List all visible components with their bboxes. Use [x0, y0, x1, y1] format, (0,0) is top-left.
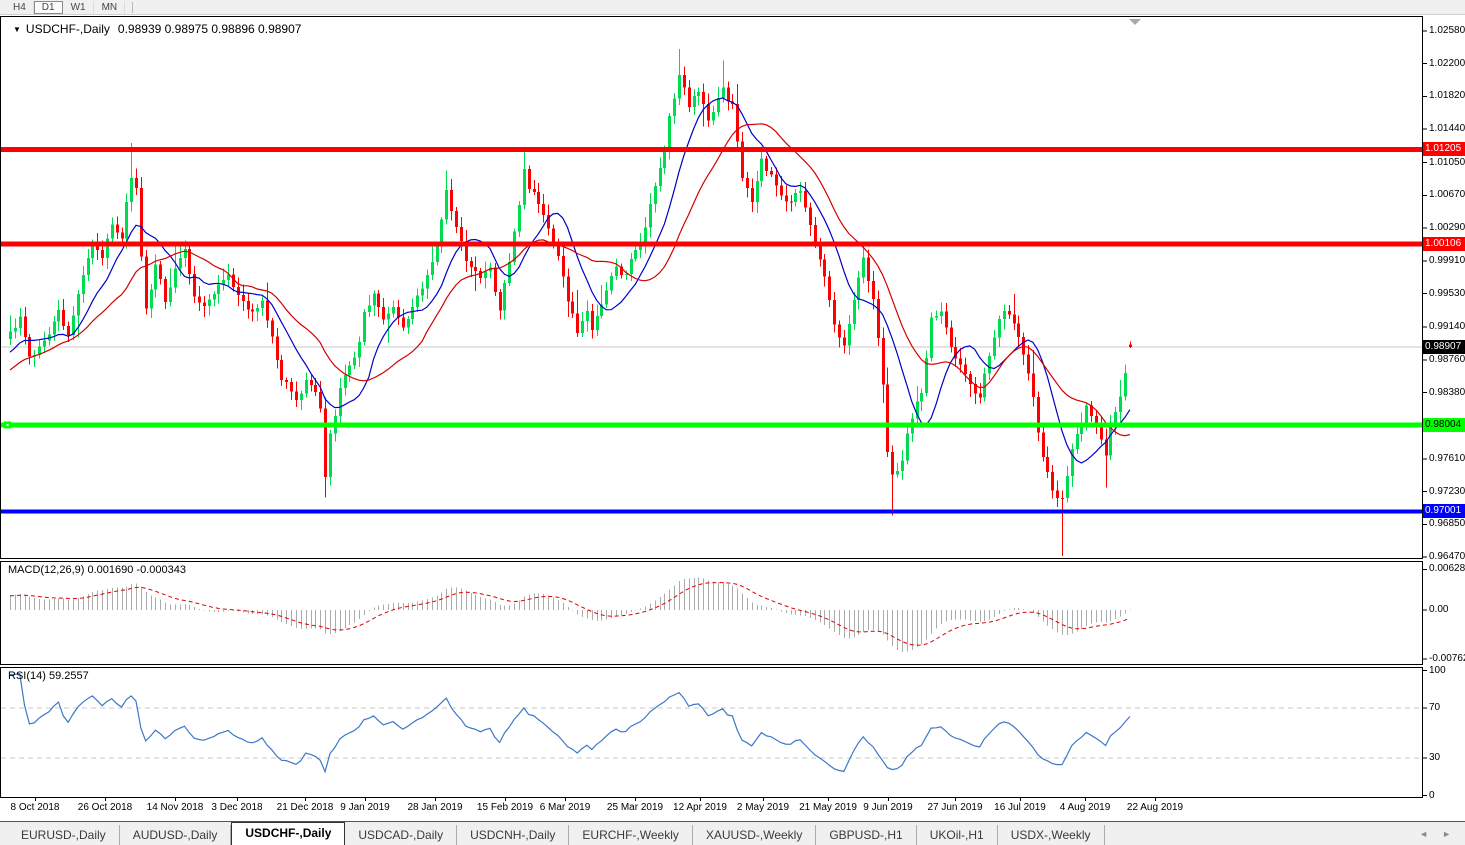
price-tick-label: 1.01820: [1429, 90, 1465, 102]
price-tick-label: 0.97230: [1429, 485, 1465, 497]
timeframe-button-D1[interactable]: D1: [33, 0, 63, 14]
panel-border: [0, 667, 1423, 798]
date-tick-label: 16 Jul 2019: [994, 802, 1046, 813]
date-tick-label: 15 Feb 2019: [476, 802, 534, 813]
date-tick-label: 28 Jan 2019: [407, 802, 463, 813]
panel-border: [0, 561, 1423, 665]
rsi-tick-label: 70: [1429, 702, 1441, 713]
current-price-tag: 0.98907: [1423, 340, 1465, 355]
date-tick-label: 21 May 2019: [799, 802, 857, 813]
timeframe-button-H4[interactable]: H4: [5, 0, 34, 14]
tabs-scroll-right-button[interactable]: ►: [1442, 828, 1451, 839]
tab-UKOil-H1[interactable]: UKOil-,H1: [917, 825, 998, 845]
date-tick-label: 9 Jan 2019: [340, 802, 390, 813]
price-tick-label: 1.00290: [1429, 222, 1465, 234]
date-tick-label: 4 Aug 2019: [1059, 802, 1111, 813]
date-tick-label: 27 Jun 2019: [927, 802, 983, 813]
price-tick-label: 0.97610: [1429, 452, 1465, 464]
ma-slow-line: [9, 123, 1131, 437]
macd-histogram: [10, 577, 1131, 652]
date-tick-label: 8 Oct 2018: [10, 802, 60, 813]
macd-panel[interactable]: [0, 561, 1423, 665]
macd-signal-line: [9, 582, 1131, 646]
tabs-scroll-left-button[interactable]: ◄: [1419, 828, 1429, 839]
rsi-tick-label: 0: [1429, 789, 1435, 801]
timeframe-button-MN[interactable]: MN: [94, 0, 126, 14]
rsi-line: [9, 672, 1131, 774]
price-level-tag: 1.01205: [1423, 142, 1465, 157]
date-tick-label: 3 Dec 2018: [211, 802, 263, 813]
candles-layer: [9, 49, 1132, 557]
rsi-tick-label: 100: [1429, 664, 1446, 676]
tab-USDCAD-Daily[interactable]: USDCAD-,Daily: [345, 825, 458, 845]
price-tick-label: 0.99910: [1429, 254, 1465, 266]
tab-USDX-Weekly[interactable]: USDX-,Weekly: [998, 825, 1105, 845]
chart-symbol-label: USDCHF-,Daily: [25, 22, 110, 36]
macd-name: MACD(12,26,9): [8, 564, 85, 576]
tab-AUDUSD-Daily[interactable]: AUDUSD-,Daily: [120, 825, 232, 845]
symbol-dropdown-icon[interactable]: ▼: [13, 25, 21, 34]
price-tick-label: 1.01440: [1429, 123, 1465, 135]
date-axis: 8 Oct 2018 26 Oct 2018 14 Nov 2018 3 Dec 20…: [0, 802, 1423, 818]
macd-tick-label: -0.00762: [1429, 653, 1465, 665]
chart-tab-bar: EURUSD-,Daily AUDUSD-,Daily USDCHF-,Daily U…: [0, 821, 1465, 845]
date-tick-label: 26 Oct 2018: [77, 802, 133, 813]
date-tick-label: 22 Aug 2019: [1126, 802, 1184, 813]
price-tick-label: 0.98760: [1429, 353, 1465, 365]
price-tick-label: 1.01050: [1429, 156, 1465, 168]
price-tick-label: 0.99140: [1429, 321, 1465, 333]
price-level-tag: 1.00106: [1423, 236, 1465, 251]
macd-tick-label: 0.00: [1429, 604, 1449, 615]
rsi-value: 59.2557: [48, 670, 89, 682]
date-tick-label: 14 Nov 2018: [146, 802, 204, 813]
rsi-label: RSI(14) 59.2557: [8, 670, 89, 682]
price-tick-label: 0.98380: [1429, 386, 1465, 398]
price-tick-label: 1.02200: [1429, 57, 1465, 69]
date-tick-label: 12 Apr 2019: [673, 802, 727, 813]
timeframe-button-W1[interactable]: W1: [63, 0, 94, 14]
timeframe-toolbar: H4 D1 W1 MN: [0, 0, 1465, 15]
tab-XAUUSD-Weekly[interactable]: XAUUSD-,Weekly: [693, 825, 817, 845]
chart-title: ▼ USDCHF-,Daily 0.98939 0.98975 0.98896 0.…: [13, 22, 301, 36]
price-axis: 1.02580 1.02200 1.01820 1.01440 1.01050 1.006…: [1423, 0, 1465, 820]
tab-GBPUSD-H1[interactable]: GBPUSD-,H1: [816, 825, 917, 845]
date-tick-label: 6 Mar 2019: [539, 802, 591, 813]
macd-values: 0.001690 -0.000343: [87, 564, 186, 576]
toolbar-separator: [132, 1, 134, 13]
panel-border: [0, 16, 1423, 559]
rsi-tick-label: 30: [1429, 752, 1441, 763]
tab-EURCHF-Weekly[interactable]: EURCHF-,Weekly: [569, 825, 693, 845]
main-panel[interactable]: [0, 16, 1423, 559]
rsi-name: RSI(14): [8, 670, 46, 682]
price-level-tag: 0.97001: [1423, 504, 1465, 519]
ma-fast-line: [9, 97, 1131, 464]
price-tick-label: 0.99530: [1429, 287, 1465, 299]
rsi-panel[interactable]: [0, 667, 1423, 798]
price-tick-label: 1.02580: [1429, 25, 1465, 36]
price-tick-label: 1.00670: [1429, 189, 1465, 201]
date-tick-label: 25 Mar 2019: [606, 802, 664, 813]
macd-tick-label: 0.006286: [1429, 563, 1465, 575]
price-level-tag: 0.98004: [1423, 417, 1465, 432]
chart-ohlc-values: 0.98939 0.98975 0.98896 0.98907: [117, 22, 302, 36]
scroll-end-marker-icon[interactable]: [1129, 19, 1141, 25]
date-tick-label: 21 Dec 2018: [276, 802, 334, 813]
tab-USDCHF-Daily[interactable]: USDCHF-,Daily: [231, 822, 346, 845]
price-tick-label: 0.96470: [1429, 551, 1465, 562]
tab-USDCNH-Daily[interactable]: USDCNH-,Daily: [457, 825, 570, 845]
macd-label: MACD(12,26,9) 0.001690 -0.000343: [8, 564, 186, 576]
price-tick-label: 0.96850: [1429, 518, 1465, 530]
date-tick-label: 9 Jun 2019: [863, 802, 913, 813]
date-tick-label: 2 May 2019: [736, 802, 790, 813]
tab-EURUSD-Daily[interactable]: EURUSD-,Daily: [8, 825, 120, 845]
